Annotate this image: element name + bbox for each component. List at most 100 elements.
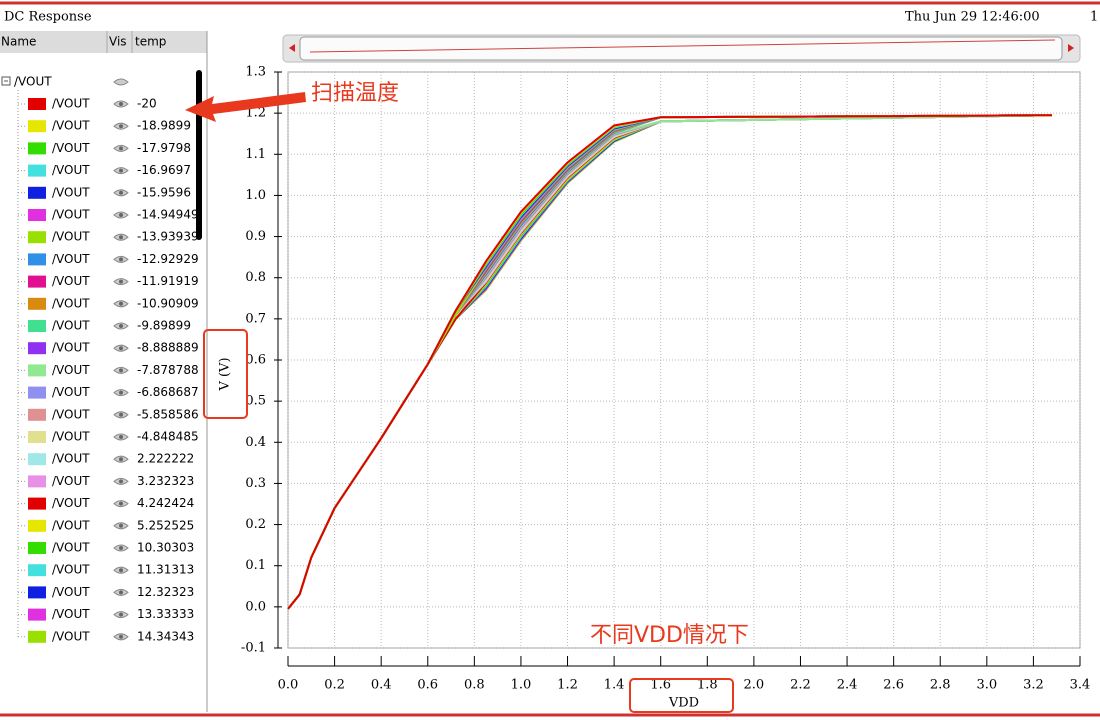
legend-temp: -18.9899 xyxy=(137,119,191,133)
legend-name: /VOUT xyxy=(52,363,90,377)
legend-temp: -8.888889 xyxy=(137,341,199,355)
legend-temp: 13.33333 xyxy=(137,607,194,621)
eye-pupil xyxy=(119,257,123,262)
x-tick-label: 2.4 xyxy=(837,678,858,693)
y-tick-label: 0.3 xyxy=(245,476,266,491)
legend-name: /VOUT xyxy=(52,496,90,510)
scroll-left[interactable] xyxy=(289,44,295,52)
legend-name: /VOUT xyxy=(52,319,90,333)
legend-name: /VOUT xyxy=(52,163,90,177)
legend-temp: 4.242424 xyxy=(137,496,194,510)
legend-temp: -20 xyxy=(137,97,157,111)
legend-temp: -10.90909 xyxy=(137,296,199,310)
eye-pupil xyxy=(119,612,123,617)
legend-temp: -11.91919 xyxy=(137,274,199,288)
highlight-box xyxy=(629,678,734,713)
legend-swatch xyxy=(28,453,46,466)
legend-swatch xyxy=(28,497,46,510)
x-tick-label: 0.2 xyxy=(324,678,345,693)
y-tick-label: 0.2 xyxy=(245,517,266,532)
x-tick-label: 1.8 xyxy=(697,678,718,693)
y-tick-label: 1.1 xyxy=(245,147,266,162)
legend-swatch xyxy=(28,186,46,199)
legend-temp: 10.30303 xyxy=(137,541,194,555)
eye-pupil xyxy=(119,146,123,151)
y-tick-label: 0.8 xyxy=(245,270,266,285)
legend-temp: -15.9596 xyxy=(137,185,191,199)
column-header[interactable]: Vis xyxy=(109,35,127,49)
legend-swatch xyxy=(28,431,46,443)
annotation: 不同VDD情况下 xyxy=(590,623,749,648)
scroll-right[interactable] xyxy=(1068,44,1074,52)
legend-swatch xyxy=(28,253,46,266)
x-tick-label: 1.0 xyxy=(511,678,532,693)
legend-name: /VOUT xyxy=(52,97,90,111)
x-tick-label: 2.0 xyxy=(744,678,765,693)
window-title: DC Response xyxy=(4,10,92,25)
legend-name: /VOUT xyxy=(52,185,90,199)
eye-pupil xyxy=(119,368,123,373)
tree-root[interactable]: /VOUT xyxy=(14,75,52,89)
legend-temp: -12.92929 xyxy=(137,252,199,266)
legend-temp: -14.94949 xyxy=(137,208,199,222)
eye-pupil xyxy=(119,124,123,129)
legend-temp: 11.31313 xyxy=(137,563,194,577)
scroller-thumb[interactable] xyxy=(299,36,1063,61)
eye-pupil xyxy=(119,346,123,351)
x-tick-label: 0.0 xyxy=(278,678,299,693)
eye-pupil xyxy=(119,235,123,240)
eye-pupil xyxy=(119,590,123,595)
legend-swatch xyxy=(28,519,46,532)
y-tick-label: 0.9 xyxy=(245,229,266,244)
legend-swatch xyxy=(28,231,46,244)
eye-icon xyxy=(113,78,129,86)
x-tick-label: 1.4 xyxy=(604,678,625,693)
column-header[interactable]: temp xyxy=(135,35,166,49)
legend-swatch xyxy=(28,142,46,155)
x-tick-label: 2.6 xyxy=(883,678,904,693)
legend-swatch xyxy=(28,209,46,221)
legend-swatch xyxy=(28,342,46,355)
legend-swatch xyxy=(28,320,46,332)
eye-pupil xyxy=(119,301,123,306)
legend-name: /VOUT xyxy=(52,341,90,355)
eye-pupil xyxy=(119,479,123,484)
eye-pupil xyxy=(119,213,123,217)
x-tick-label: 0.8 xyxy=(464,678,485,693)
x-tick-label: 1.6 xyxy=(650,678,671,693)
legend-name: /VOUT xyxy=(52,385,90,399)
eye-pupil xyxy=(119,412,123,417)
legend-name: /VOUT xyxy=(52,119,90,133)
legend-temp: -17.9798 xyxy=(137,141,191,155)
annotation: 扫描温度 xyxy=(311,81,399,106)
legend-temp: 5.252525 xyxy=(137,518,194,532)
legend-name: /VOUT xyxy=(52,607,90,621)
legend-name: /VOUT xyxy=(52,452,90,466)
legend-swatch xyxy=(28,386,46,399)
legend-temp: 2.222222 xyxy=(137,452,194,466)
legend-temp: -9.89899 xyxy=(137,319,191,333)
y-tick-label: 1.2 xyxy=(245,106,266,121)
legend-name: /VOUT xyxy=(52,252,90,266)
tree-toggle[interactable] xyxy=(1,76,11,86)
eye-pupil xyxy=(119,546,123,550)
x-axis-label: VDD xyxy=(668,696,699,711)
legend-temp: -13.93939 xyxy=(137,230,199,244)
legend-temp: 3.232323 xyxy=(137,474,194,488)
eye-pupil xyxy=(119,190,123,195)
legend-swatch xyxy=(28,164,46,177)
legend-name: /VOUT xyxy=(52,541,90,555)
legend-swatch xyxy=(28,408,46,421)
legend-swatch xyxy=(28,586,46,599)
legend-name: /VOUT xyxy=(52,296,90,310)
legend-swatch xyxy=(28,542,46,554)
legend-name: /VOUT xyxy=(52,407,90,421)
y-tick-label: 1.0 xyxy=(245,188,266,203)
legend-swatch xyxy=(28,608,46,621)
eye-pupil xyxy=(119,568,123,573)
date: Thu Jun 29 12:46:00 xyxy=(905,10,1040,25)
eye-pupil xyxy=(119,324,123,328)
column-header[interactable]: Name xyxy=(1,35,36,49)
x-tick-label: 2.2 xyxy=(790,678,811,693)
legend-name: /VOUT xyxy=(52,230,90,244)
